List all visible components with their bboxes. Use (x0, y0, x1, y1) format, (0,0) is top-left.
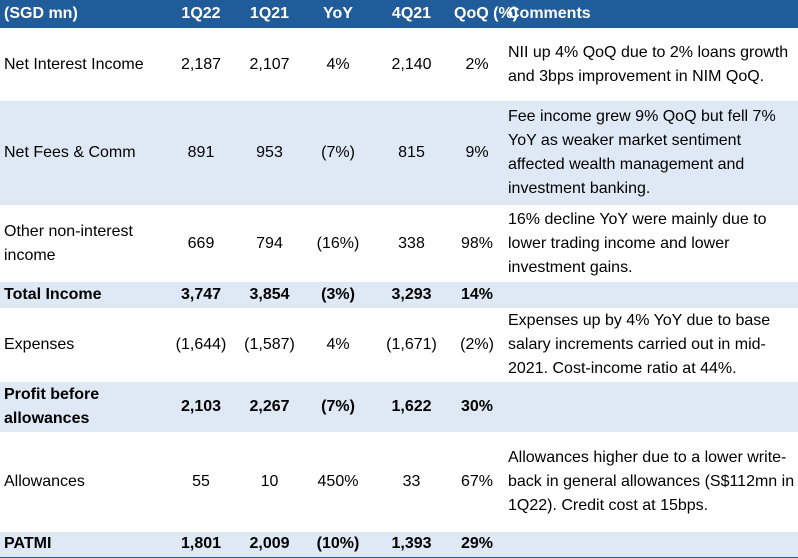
row-label: Net Fees & Comm (0, 101, 166, 205)
cell-1q22: 669 (187, 234, 215, 252)
cell-yoy: 450% (317, 473, 359, 490)
cell-1q22: 3,747 (166, 282, 236, 308)
cell-1q21: 2,267 (236, 382, 303, 432)
cell-1q22: 1,801 (166, 532, 236, 558)
table-row: Other non-interest income 669 794 (16%) … (0, 205, 798, 282)
cell-comment (504, 282, 798, 308)
cell-yoy: (7%) (303, 101, 373, 205)
cell-1q21: 3,854 (236, 282, 303, 308)
cell-4q21: 2,140 (391, 55, 432, 73)
cell-qoq: 30% (450, 382, 504, 432)
table-row: Profit before allowances 2,103 2,267 (7%… (0, 382, 798, 432)
cell-qoq: 29% (450, 532, 504, 558)
row-label: PATMI (0, 532, 166, 558)
cell-comment (504, 382, 798, 432)
cell-1q22: 2,187 (180, 55, 222, 73)
table-row: Allowances 55 10 450% 33 67% Allowances … (0, 432, 798, 532)
cell-1q21: 2,009 (236, 532, 303, 558)
cell-qoq: 9% (450, 101, 504, 205)
header-1q21: 1Q21 (236, 0, 303, 28)
header-unit: (SGD mn) (0, 0, 166, 28)
cell-comment: Fee income grew 9% QoQ but fell 7% YoY a… (504, 101, 798, 205)
cell-4q21: 1,622 (373, 382, 450, 432)
header-yoy: YoY (303, 0, 373, 28)
cell-4q21: (1,671) (386, 336, 437, 353)
header-row: (SGD mn) 1Q22 1Q21 YoY 4Q21 QoQ (%) Comm… (0, 0, 798, 28)
table-row: PATMI 1,801 2,009 (10%) 1,393 29% (0, 532, 798, 558)
cell-1q21: 794 (256, 234, 283, 252)
cell-4q21: 33 (402, 473, 421, 490)
cell-yoy: 4% (326, 336, 350, 353)
cell-1q22: 891 (166, 101, 236, 205)
row-label: Allowances (4, 473, 85, 490)
cell-4q21: 1,393 (373, 532, 450, 558)
cell-yoy: (10%) (303, 532, 373, 558)
header-qoq: QoQ (%) (450, 0, 518, 28)
row-label: Profit before allowances (0, 382, 166, 432)
row-label: Net Interest Income (4, 55, 144, 73)
cell-yoy: (3%) (303, 282, 373, 308)
cell-1q21: 2,107 (249, 55, 290, 73)
cell-yoy: 4% (326, 55, 350, 73)
cell-1q22: 55 (192, 473, 210, 490)
table-row: Net Fees & Comm 891 953 (7%) 815 9% Fee … (0, 101, 798, 205)
cell-4q21: 815 (373, 101, 450, 205)
cell-comment (504, 532, 798, 558)
table-row: Net Interest Income 2,187 2,107 4% 2,140… (0, 28, 798, 101)
cell-qoq: 67% (460, 473, 494, 490)
cell-qoq: 14% (450, 282, 504, 308)
cell-qoq: (2%) (460, 336, 494, 353)
cell-yoy: (7%) (303, 382, 373, 432)
row-label: Expenses (4, 336, 75, 353)
cell-1q21: 10 (260, 473, 279, 490)
cell-1q22: (1,644) (175, 336, 227, 353)
row-label: Total Income (0, 282, 166, 308)
cell-comment: 16% decline YoY were mainly due to lower… (508, 210, 767, 276)
header-comments: Comments (504, 0, 798, 28)
cell-1q22: 2,103 (166, 382, 236, 432)
cell-qoq: 2% (465, 55, 489, 73)
cell-1q21: (1,587) (244, 336, 295, 353)
cell-4q21: 3,293 (373, 282, 450, 308)
cell-comment: Expenses up by 4% YoY due to base salary… (508, 312, 771, 377)
row-label: Other non-interest income (4, 222, 133, 264)
cell-yoy: (16%) (316, 234, 360, 252)
header-1q22: 1Q22 (166, 0, 236, 28)
table-row: Expenses (1,644) (1,587) 4% (1,671) (2%)… (0, 308, 798, 382)
cell-comment: NII up 4% QoQ due to 2% loans growth and… (508, 43, 789, 85)
cell-1q21: 953 (236, 101, 303, 205)
cell-comment: Allowances higher due to a lower write-b… (508, 449, 795, 514)
cell-qoq: 98% (460, 234, 494, 252)
cell-4q21: 338 (398, 234, 425, 252)
table-row: Total Income 3,747 3,854 (3%) 3,293 14% (0, 282, 798, 308)
header-4q21: 4Q21 (373, 0, 450, 28)
